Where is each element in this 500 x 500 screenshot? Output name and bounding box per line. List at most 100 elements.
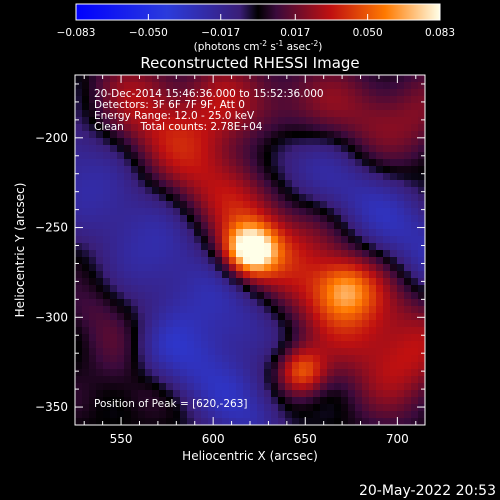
heatmap-cell (75, 180, 83, 188)
heatmap-cell (159, 320, 167, 328)
heatmap-cell (166, 131, 174, 139)
heatmap-cell (271, 299, 279, 307)
heatmap-cell (194, 348, 202, 356)
heatmap-cell (201, 166, 209, 174)
heatmap-cell (362, 278, 370, 286)
heatmap-cell (397, 383, 405, 391)
heatmap-cell (180, 264, 188, 272)
heatmap-cell (194, 264, 202, 272)
heatmap-cell (243, 292, 251, 300)
heatmap-cell (278, 82, 286, 90)
heatmap-cell (75, 229, 83, 237)
heatmap-cell (103, 278, 111, 286)
heatmap-cell (355, 292, 363, 300)
heatmap-cell (194, 250, 202, 258)
heatmap-cell (208, 264, 216, 272)
heatmap-cell (243, 103, 251, 111)
heatmap-cell (208, 411, 216, 419)
heatmap-cell (201, 404, 209, 412)
heatmap-cell (243, 341, 251, 349)
heatmap-cell (208, 369, 216, 377)
heatmap-cell (320, 306, 328, 314)
heatmap-cell (166, 292, 174, 300)
heatmap-cell (306, 82, 314, 90)
heatmap-cell (411, 173, 419, 181)
heatmap-cell (313, 341, 321, 349)
heatmap-cell (362, 152, 370, 160)
heatmap-cell (320, 152, 328, 160)
heatmap-cell (404, 243, 412, 251)
heatmap-cell (397, 250, 405, 258)
heatmap-cell (82, 341, 90, 349)
heatmap-cell (236, 299, 244, 307)
heatmap-cell (89, 278, 97, 286)
heatmap-cell (341, 299, 349, 307)
heatmap-cell (320, 355, 328, 363)
heatmap-cell (96, 327, 104, 335)
heatmap-cell (411, 166, 419, 174)
heatmap-cell (341, 313, 349, 321)
heatmap-cell (145, 215, 153, 223)
heatmap-cell (299, 334, 307, 342)
heatmap-cell (348, 243, 356, 251)
heatmap-cell (103, 110, 111, 118)
heatmap-cell (313, 264, 321, 272)
heatmap-cell (362, 341, 370, 349)
heatmap-cell (131, 278, 139, 286)
heatmap-cell (397, 124, 405, 132)
heatmap-cell (348, 82, 356, 90)
colorbar-tick-label: 0.017 (280, 27, 310, 39)
heatmap-cell (96, 173, 104, 181)
heatmap-cell (397, 145, 405, 153)
heatmap-cell (145, 124, 153, 132)
heatmap-cell (264, 306, 272, 314)
heatmap-cell (327, 278, 335, 286)
heatmap-cell (236, 362, 244, 370)
heatmap-cell (166, 383, 174, 391)
heatmap-cell (187, 222, 195, 230)
heatmap-cell (229, 376, 237, 384)
heatmap-cell (299, 208, 307, 216)
heatmap-cell (166, 264, 174, 272)
heatmap-cell (264, 96, 272, 104)
heatmap-cell (390, 222, 398, 230)
heatmap-cell (75, 271, 83, 279)
heatmap-cell (82, 208, 90, 216)
heatmap-cell (82, 376, 90, 384)
heatmap-cell (383, 306, 391, 314)
heatmap-cell (215, 103, 223, 111)
heatmap-cell (306, 320, 314, 328)
heatmap-cell (89, 89, 97, 97)
heatmap-cell (264, 327, 272, 335)
heatmap-cell (96, 320, 104, 328)
heatmap-cell (229, 82, 237, 90)
heatmap-cell (131, 215, 139, 223)
heatmap-cell (278, 166, 286, 174)
heatmap-cell (355, 208, 363, 216)
heatmap-cell (166, 180, 174, 188)
heatmap-cell (152, 229, 160, 237)
heatmap-cell (271, 327, 279, 335)
heatmap-cell (257, 369, 265, 377)
heatmap-cell (313, 236, 321, 244)
heatmap-cell (138, 369, 146, 377)
heatmap-cell (222, 187, 230, 195)
heatmap-cell (362, 180, 370, 188)
heatmap-cell (229, 411, 237, 419)
heatmap-cell (376, 390, 384, 398)
heatmap-cell (173, 124, 181, 132)
heatmap-cell (418, 250, 426, 258)
heatmap-cell (320, 271, 328, 279)
heatmap-cell (173, 404, 181, 412)
heatmap-cell (411, 257, 419, 265)
heatmap-cell (131, 208, 139, 216)
heatmap-cell (110, 152, 118, 160)
heatmap-cell (264, 222, 272, 230)
heatmap-cell (166, 341, 174, 349)
heatmap-cell (208, 75, 216, 83)
heatmap-cell (215, 152, 223, 160)
heatmap-cell (362, 264, 370, 272)
heatmap-cell (75, 390, 83, 398)
heatmap-cell (278, 285, 286, 293)
heatmap-cell (173, 89, 181, 97)
